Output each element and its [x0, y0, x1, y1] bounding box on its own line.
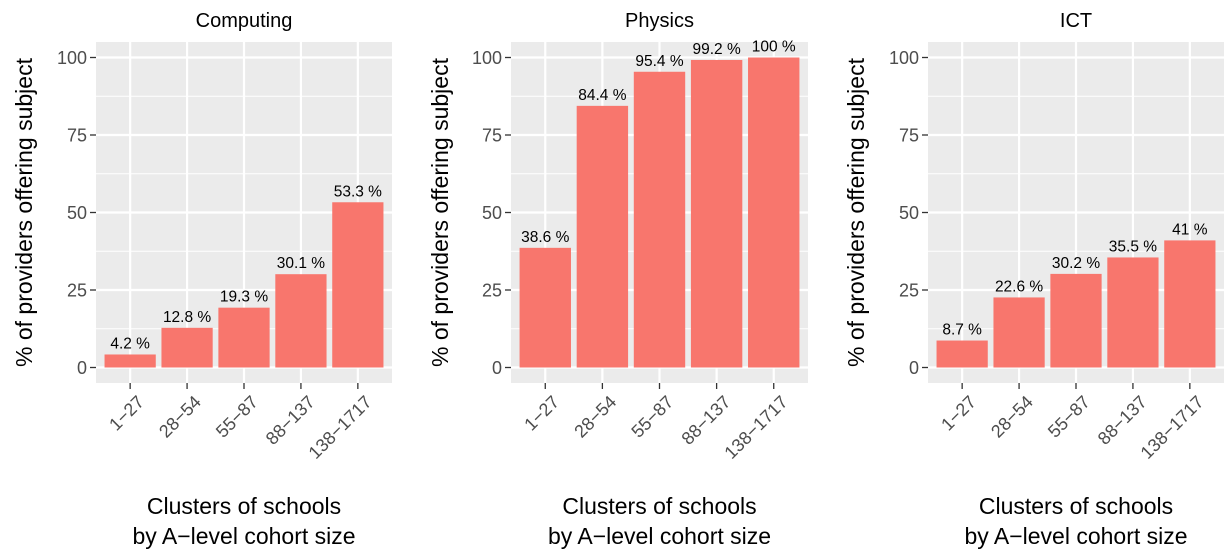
bar-value-label: 8.7 % [942, 322, 982, 339]
x-axis-label-line: by A−level cohort size [964, 523, 1187, 549]
bar-value-label: 100 % [752, 39, 796, 56]
y-tick-label: 75 [482, 126, 502, 146]
y-tick-label: 50 [67, 203, 87, 223]
y-axis-label: % of providers offering subject [11, 57, 37, 367]
x-tick-label: 88−137 [1094, 392, 1151, 449]
panel-title: Physics [625, 10, 694, 32]
bar-value-label: 22.6 % [995, 278, 1043, 295]
x-axis-label-line: Clusters of schools [979, 493, 1173, 519]
panel-computing: 4.2 % 12.8 % 19.3 % 30.1 % 53.3 % 0 25 50 75 100 1… [11, 10, 392, 549]
y-tick-label: 100 [57, 48, 87, 68]
panel-title: Computing [196, 10, 293, 32]
bar [690, 59, 743, 368]
bar-value-label: 99.2 % [692, 41, 740, 58]
x-axis-label-line: Clusters of schools [562, 493, 756, 519]
y-tick-label: 0 [77, 358, 87, 378]
panel-physics: 38.6 % 84.4 % 95.4 % 99.2 % 100 % 0 25 50 75 100 1… [427, 10, 808, 549]
y-axis-label: % of providers offering subject [843, 57, 869, 367]
bar [1107, 257, 1159, 368]
bar [936, 340, 988, 368]
bar [993, 297, 1045, 368]
y-tick-label: 0 [492, 358, 502, 378]
bar-value-label: 41 % [1172, 221, 1208, 238]
bar-value-label: 84.4 % [578, 87, 626, 104]
bar [519, 247, 571, 368]
bar [161, 327, 213, 368]
x-axis-label-line: by A−level cohort size [548, 523, 771, 549]
x-tick-label: 55−87 [212, 392, 262, 442]
x-tick-label: 138−1717 [720, 392, 791, 463]
y-tick-label: 25 [67, 281, 87, 301]
y-tick-label: 75 [899, 126, 919, 146]
y-tick-label: 25 [482, 281, 502, 301]
y-tick-label: 25 [899, 281, 919, 301]
bar [633, 71, 686, 368]
y-tick-label: 50 [482, 203, 502, 223]
x-tick-label: 1−27 [937, 392, 980, 435]
bar [1164, 240, 1216, 368]
bar-value-label: 35.5 % [1109, 238, 1157, 255]
x-tick-label: 88−137 [262, 392, 319, 449]
x-tick-label: 28−54 [570, 392, 620, 442]
x-tick-label: 88−137 [678, 392, 735, 449]
y-tick-label: 50 [899, 203, 919, 223]
bar-value-label: 38.6 % [521, 229, 569, 246]
x-axis-label: Clusters of schools by A−level cohort siz… [964, 493, 1187, 549]
bar-value-label: 53.3 % [334, 183, 382, 200]
x-tick-label: 28−54 [155, 392, 205, 442]
x-tick-label: 55−87 [1044, 392, 1094, 442]
bar-value-label: 12.8 % [163, 309, 211, 326]
x-axis-label-line: by A−level cohort size [132, 523, 355, 549]
bar [104, 354, 156, 368]
x-tick-label: 1−27 [520, 392, 563, 435]
bar [576, 105, 629, 368]
bar [1050, 273, 1102, 368]
y-axis-label: % of providers offering subject [427, 57, 453, 367]
x-axis-label: Clusters of schools by A−level cohort siz… [132, 493, 355, 549]
y-tick-label: 0 [909, 358, 919, 378]
bar-value-label: 4.2 % [110, 335, 150, 352]
y-tick-label: 100 [889, 48, 919, 68]
bar [332, 202, 384, 368]
bar-value-label: 30.1 % [277, 255, 325, 272]
y-tick-label: 75 [67, 126, 87, 146]
x-tick-label: 28−54 [987, 392, 1037, 442]
bar-value-label: 19.3 % [220, 289, 268, 306]
x-axis-label: Clusters of schools by A−level cohort siz… [548, 493, 771, 549]
y-tick-label: 100 [472, 48, 502, 68]
bar-value-label: 30.2 % [1052, 255, 1100, 272]
bar [748, 57, 800, 368]
panel-ict: 8.7 % 22.6 % 30.2 % 35.5 % 41 % 0 25 50 75 100 1−2… [843, 10, 1224, 549]
x-tick-label: 1−27 [105, 392, 148, 435]
x-axis-label-line: Clusters of schools [147, 493, 341, 519]
panel-title: ICT [1060, 10, 1092, 32]
x-tick-label: 55−87 [627, 392, 677, 442]
bar-value-label: 95.4 % [635, 53, 683, 70]
bar [218, 307, 270, 368]
bar [275, 274, 327, 368]
